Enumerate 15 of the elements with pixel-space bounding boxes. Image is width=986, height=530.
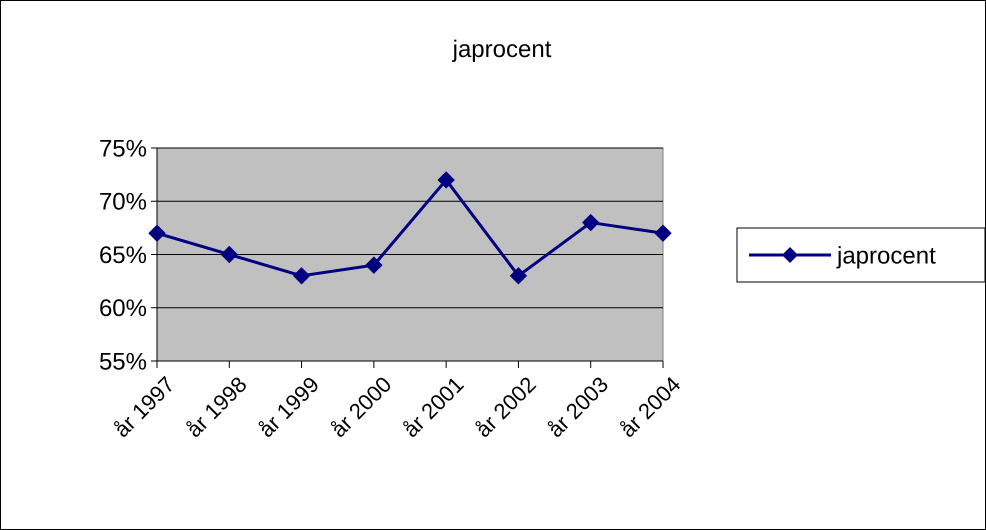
point <box>365 256 382 274</box>
y-tick-label: 65% <box>98 242 147 269</box>
point <box>582 214 600 232</box>
y-tick-label: 70% <box>98 188 147 216</box>
point <box>293 267 310 284</box>
point <box>654 224 672 242</box>
point <box>438 171 455 188</box>
point <box>148 224 166 242</box>
y-tick-label: 75% <box>98 135 147 162</box>
legend-label: japrocent <box>836 242 936 270</box>
y-tick-label: 55% <box>98 348 147 376</box>
point <box>510 267 527 284</box>
chart-title: japrocent <box>452 36 552 63</box>
point <box>220 246 238 263</box>
y-tick-label: 60% <box>98 295 147 322</box>
